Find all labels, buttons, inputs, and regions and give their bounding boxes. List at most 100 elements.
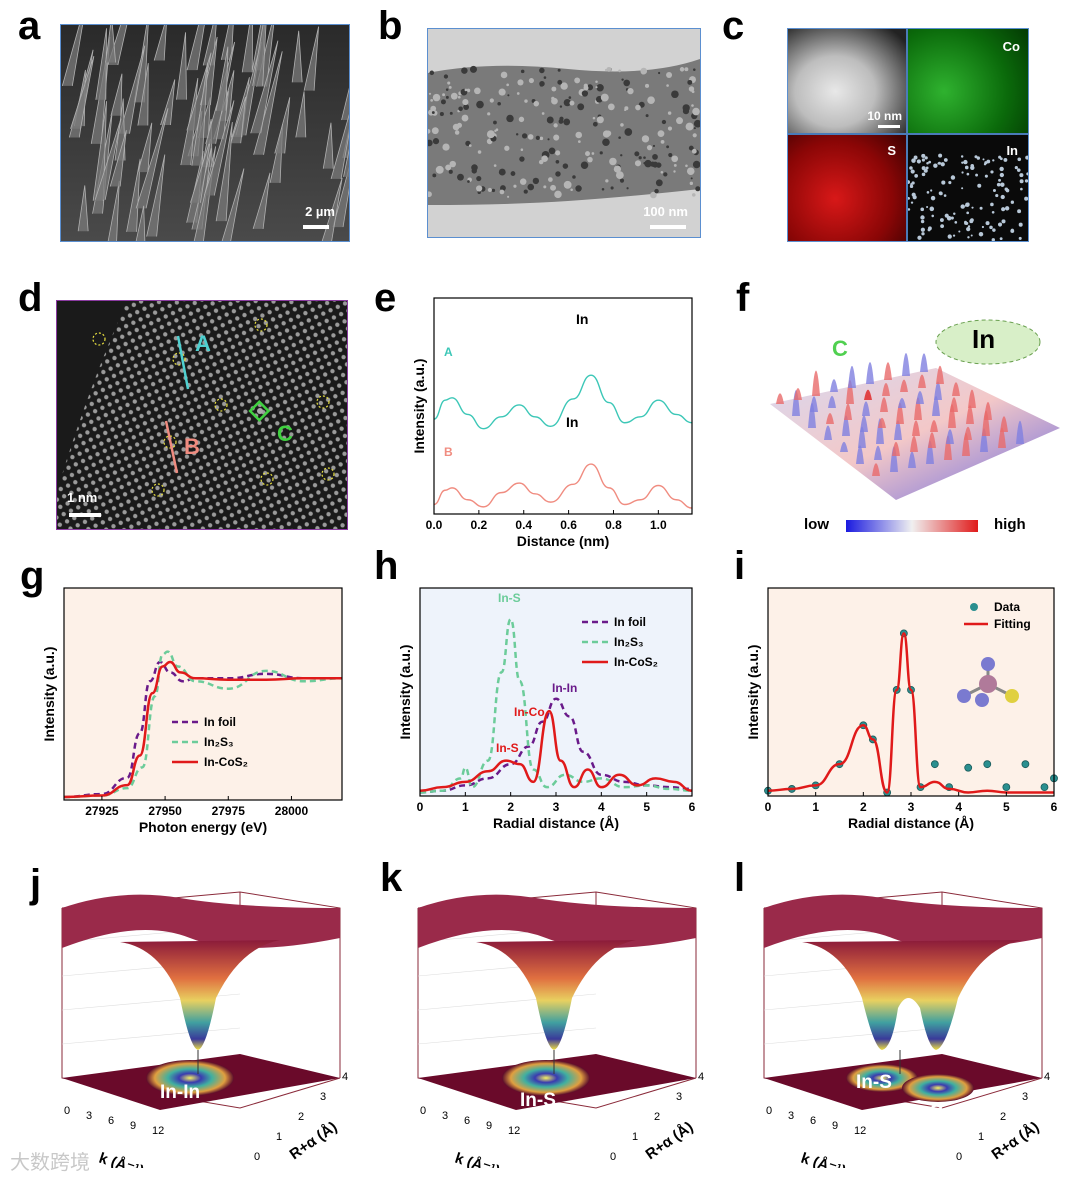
y-tick-label: 0: [254, 1151, 260, 1163]
particle: [494, 129, 497, 133]
panel-label-i: i: [734, 544, 746, 588]
particle: [546, 116, 554, 124]
y-axis-label: Intensity (a.u.): [397, 645, 413, 740]
in-atom-dot: [940, 162, 945, 167]
in-atom-dot: [960, 204, 965, 209]
particle: [691, 193, 696, 197]
particle: [685, 122, 694, 131]
particle: [468, 144, 472, 147]
particle: [464, 88, 468, 92]
intensity-peak: [864, 389, 872, 400]
floor-contour: [902, 1074, 974, 1102]
in-atom-dot: [952, 234, 956, 237]
particle: [655, 179, 663, 187]
in-atom-dot: [961, 187, 964, 190]
x-tick-label: 0: [420, 1105, 426, 1117]
in-atom-dot: [976, 156, 980, 160]
particle: [688, 145, 694, 151]
in-atom-dot: [1000, 194, 1005, 200]
marker-b: B: [184, 434, 200, 459]
intensity-peak: [848, 365, 856, 388]
in-atom-dot: [920, 215, 925, 220]
particle: [693, 68, 696, 71]
particle: [667, 111, 672, 115]
data-point: [1002, 783, 1011, 792]
particle: [548, 177, 553, 182]
particle: [445, 95, 449, 99]
particle: [521, 133, 528, 139]
series-label-b: B: [444, 445, 453, 459]
in-atom-dot: [971, 206, 974, 209]
particle: [557, 79, 563, 85]
particle: [559, 105, 563, 108]
particle: [666, 145, 670, 149]
particle: [673, 163, 677, 167]
particle: [474, 87, 481, 95]
particle: [580, 161, 589, 169]
nanowire-spike: [330, 113, 349, 179]
nanowire-spike: [241, 25, 253, 73]
intensity-peak: [776, 393, 784, 404]
eds-mapping: 10 nm Co S In: [787, 28, 1029, 242]
particle: [487, 112, 491, 116]
particle: [609, 157, 617, 166]
particle: [595, 80, 598, 83]
in-atom-dot: [941, 180, 946, 185]
cluster-model-inset: [957, 657, 1019, 707]
atomic-lattice: [57, 301, 347, 529]
particle: [462, 98, 469, 106]
element-label-s: S: [887, 143, 896, 158]
x-tick-label: 9: [130, 1120, 136, 1132]
in-atom-dot: [937, 161, 941, 165]
panel-label-j: j: [30, 862, 42, 906]
particle: [693, 119, 700, 128]
in-atom-dot: [966, 227, 971, 232]
x-tick-label: 27950: [148, 804, 182, 818]
intensity-peak: [878, 417, 886, 428]
intensity-peak: [872, 463, 880, 476]
x-tick-label: 3: [788, 1110, 794, 1122]
particle: [673, 170, 676, 173]
particle: [634, 151, 640, 157]
particle: [442, 143, 450, 151]
in-atom: [979, 675, 997, 693]
particle: [430, 99, 434, 102]
x-tick-label: 6: [810, 1115, 816, 1127]
in-atom-dot: [992, 228, 996, 232]
in-atom-dot: [953, 212, 956, 215]
particle: [493, 164, 497, 167]
particle: [654, 188, 659, 194]
particle: [563, 118, 571, 126]
particle: [551, 86, 557, 92]
particle: [575, 185, 582, 192]
particle: [515, 133, 519, 136]
data-point: [964, 763, 973, 772]
particle: [624, 128, 633, 136]
particle: [465, 140, 471, 147]
nanowire-spike: [77, 185, 89, 232]
particle: [550, 184, 557, 191]
in-atom-dot: [995, 193, 999, 198]
nanowire-spike: [137, 122, 153, 173]
particle: [506, 83, 510, 87]
in-atom-dot: [991, 238, 995, 241]
intensity-peak: [998, 427, 1006, 448]
intensity-peak: [828, 395, 836, 408]
particle: [554, 190, 562, 199]
in-atom-dot: [1003, 157, 1008, 162]
particle: [587, 156, 593, 163]
x-tick-label: 0.0: [426, 518, 443, 532]
nanowire-spike: [252, 25, 267, 86]
particle: [535, 135, 540, 140]
particle: [429, 70, 435, 76]
particle: [428, 128, 431, 134]
in-atom-dot: [920, 207, 925, 212]
y-tick-label: 0: [610, 1151, 616, 1163]
grid-line: [417, 1027, 597, 1045]
site-label-c: C: [832, 336, 848, 361]
particle: [660, 170, 664, 174]
wavelet-well: [476, 940, 636, 1050]
nanowire-spike: [137, 63, 149, 126]
particle: [476, 100, 484, 109]
particle: [645, 114, 649, 118]
